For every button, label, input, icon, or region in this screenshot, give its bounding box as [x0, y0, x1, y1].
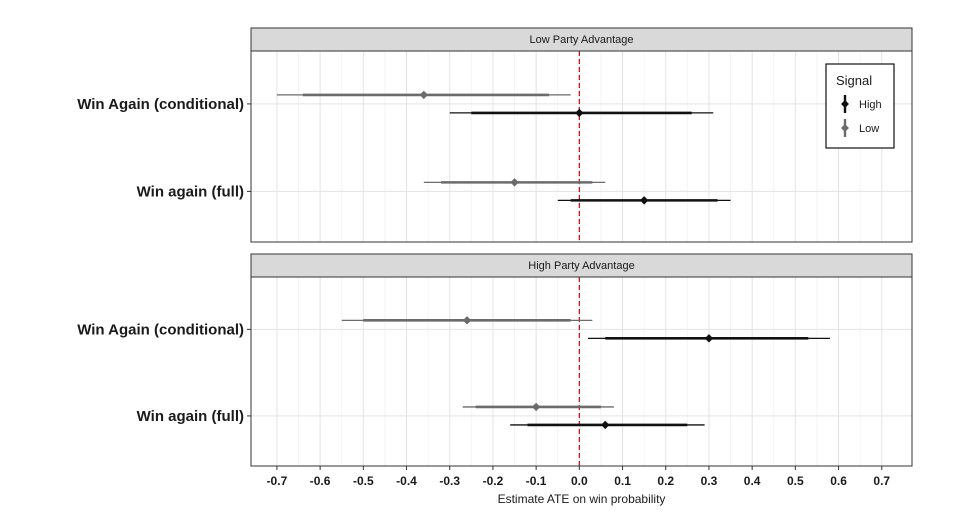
estimate-point — [575, 108, 584, 118]
panel-background — [251, 277, 912, 466]
x-tick-label: 0.1 — [614, 474, 631, 488]
estimate-point — [601, 420, 610, 430]
estimate-point — [531, 402, 541, 412]
x-tick-label: 0.2 — [657, 474, 674, 488]
panel-border — [250, 50, 913, 243]
panel-background — [251, 51, 912, 242]
estimate-point — [462, 316, 472, 325]
legend-key-point — [841, 100, 849, 108]
x-tick-label: -0.3 — [439, 474, 460, 488]
estimate-point — [639, 196, 649, 205]
x-tick-label: -0.5 — [353, 474, 374, 488]
estimate-point — [704, 334, 714, 343]
x-tick-label: 0.4 — [744, 474, 761, 488]
x-tick-label: -0.1 — [526, 474, 547, 488]
x-tick-label: -0.6 — [310, 474, 331, 488]
estimate-point — [419, 90, 429, 100]
legend-box — [825, 63, 895, 149]
category-label: Win again (full) — [137, 183, 244, 200]
x-tick-label: -0.7 — [267, 474, 288, 488]
legend-key-point — [841, 124, 849, 132]
x-tick-label: 0.0 — [571, 474, 588, 488]
facet-strip-label: High Party Advantage — [528, 260, 634, 272]
x-tick-label: -0.2 — [483, 474, 504, 488]
legend-title: Signal — [836, 73, 872, 88]
x-tick-label: -0.4 — [396, 474, 417, 488]
facet-strip-label: Low Party Advantage — [530, 34, 634, 46]
panel-border — [250, 276, 913, 467]
x-tick-label: 0.7 — [873, 474, 890, 488]
category-label: Win Again (conditional) — [77, 321, 244, 338]
x-tick-label: 0.3 — [701, 474, 718, 488]
category-label: Win Again (conditional) — [77, 96, 244, 113]
x-tick-label: 0.6 — [830, 474, 847, 488]
category-label: Win again (full) — [137, 408, 244, 425]
legend-label: Low — [859, 123, 879, 135]
x-axis-title: Estimate ATE on win probability — [498, 492, 666, 506]
x-tick-label: 0.5 — [787, 474, 804, 488]
legend-label: High — [859, 99, 882, 111]
estimate-point — [510, 178, 519, 187]
